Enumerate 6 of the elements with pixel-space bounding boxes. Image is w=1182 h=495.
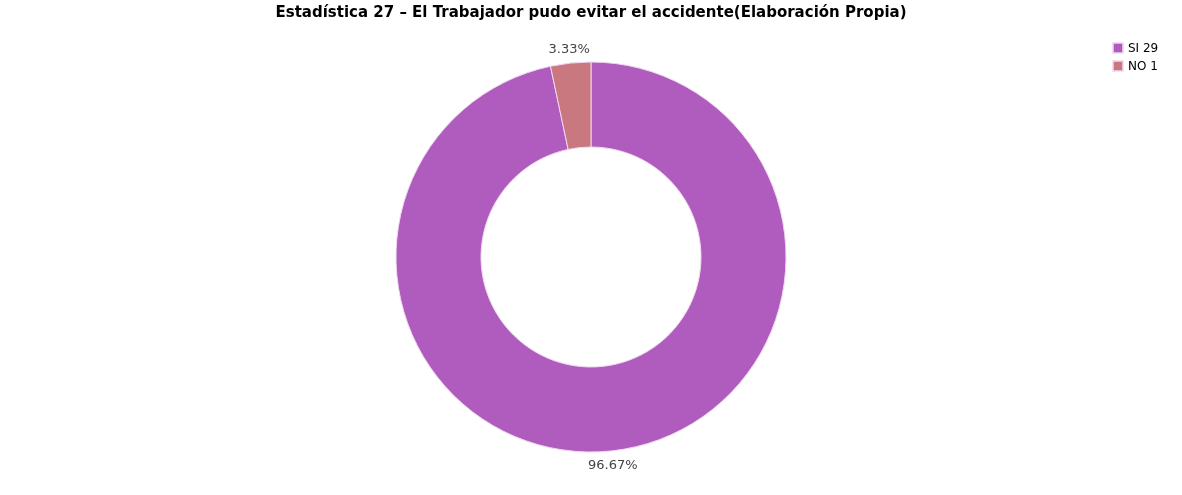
legend-label: SI 29 [1128,41,1159,55]
data-label: 3.33% [548,41,590,57]
donut-slice [395,61,787,453]
data-label: 96.67% [588,456,638,472]
legend-label: NO 1 [1128,59,1158,73]
chart-title: Estadística 27 – El Trabajador pudo evitar el accidente(Elaboración Propia) [275,3,907,21]
